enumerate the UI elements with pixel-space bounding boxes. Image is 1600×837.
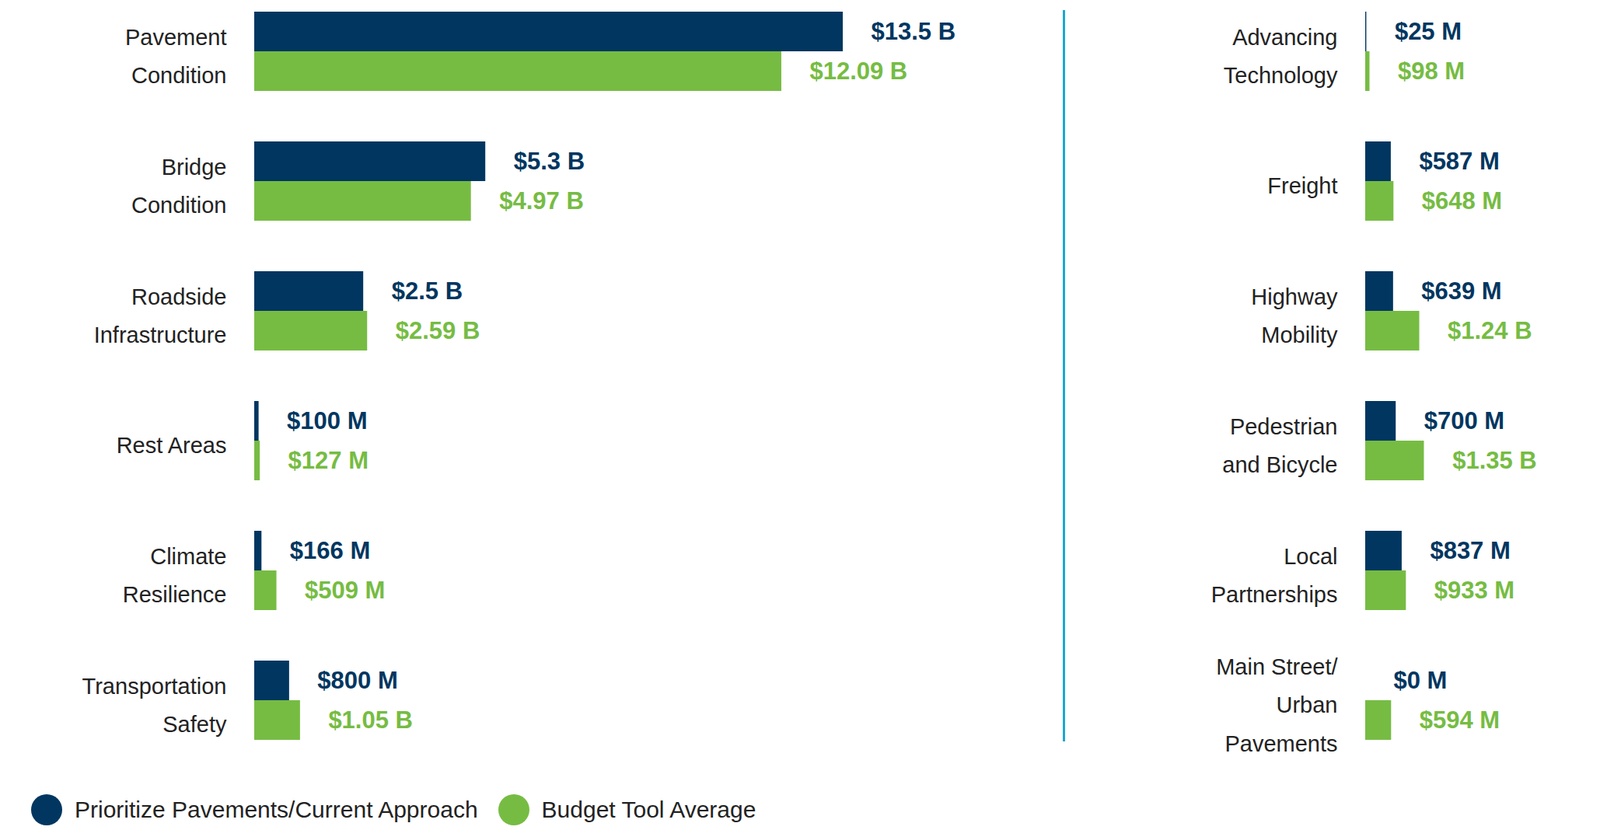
svg-text:$700 M: $700 M — [1424, 407, 1505, 435]
svg-text:$5.3 B: $5.3 B — [513, 147, 585, 175]
svg-text:$1.35 B: $1.35 B — [1452, 447, 1538, 475]
svg-text:HighwayMobility: HighwayMobility — [1250, 284, 1338, 348]
svg-text:$0 M: $0 M — [1393, 667, 1447, 695]
svg-text:$25 M: $25 M — [1394, 17, 1462, 46]
svg-text:AdvancingTechnology: AdvancingTechnology — [1223, 24, 1338, 88]
svg-text:$933 M: $933 M — [1434, 576, 1515, 605]
svg-text:$1.24 B: $1.24 B — [1447, 317, 1533, 345]
svg-text:$12.09 B: $12.09 B — [809, 57, 908, 85]
svg-text:$587 M: $587 M — [1418, 147, 1499, 175]
svg-text:$1.05 B: $1.05 B — [328, 706, 413, 734]
svg-text:$800 M: $800 M — [317, 667, 398, 695]
svg-text:PavementCondition: PavementCondition — [125, 24, 228, 88]
svg-text:$2.59 B: $2.59 B — [395, 317, 481, 345]
svg-text:$4.97 B: $4.97 B — [499, 187, 584, 215]
svg-text:$648 M: $648 M — [1421, 187, 1503, 215]
svg-text:$100 M: $100 M — [286, 407, 367, 435]
svg-text:Rest Areas: Rest Areas — [116, 433, 228, 458]
svg-text:Freight: Freight — [1267, 173, 1338, 199]
svg-text:$98 M: $98 M — [1397, 57, 1465, 85]
svg-text:$166 M: $166 M — [289, 537, 371, 565]
html-text:Prioritize Pavements/Current A: Prioritize Pavements/Current Approach — [74, 796, 478, 823]
svg-text:TransportationSafety: TransportationSafety — [82, 674, 228, 738]
svg-text:$13.5 B: $13.5 B — [871, 17, 957, 46]
svg-text:$639 M: $639 M — [1421, 277, 1502, 305]
svg-text:$594 M: $594 M — [1419, 706, 1500, 734]
svg-text:BridgeCondition: BridgeCondition — [131, 154, 228, 218]
svg-text:$837 M: $837 M — [1429, 537, 1510, 565]
svg-text:$2.5 B: $2.5 B — [391, 277, 463, 305]
svg-text:RoadsideInfrastructure: RoadsideInfrastructure — [94, 284, 228, 348]
svg-text:LocalPartnerships: LocalPartnerships — [1211, 544, 1338, 608]
html-text:Budget Tool Average: Budget Tool Average — [541, 796, 756, 823]
svg-text:ClimateResilience: ClimateResilience — [122, 544, 228, 608]
svg-text:Main Street/UrbanPavements: Main Street/UrbanPavements — [1215, 654, 1338, 757]
svg-text:$127 M: $127 M — [288, 447, 369, 475]
svg-text:Pedestrianand Bicycle: Pedestrianand Bicycle — [1222, 414, 1338, 478]
svg-text:$509 M: $509 M — [304, 576, 385, 605]
